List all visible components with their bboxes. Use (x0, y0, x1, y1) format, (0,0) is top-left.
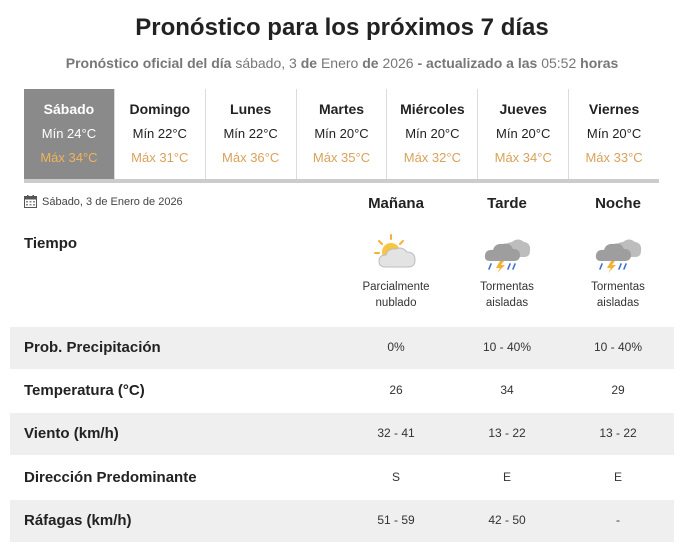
row-temperature: Temperatura (°C) 26 34 29 (10, 370, 674, 412)
day-min-temp: Mín 20°C (405, 126, 460, 141)
day-tab-lunes[interactable]: Lunes Mín 22°C Máx 36°C (206, 89, 297, 179)
day-min-temp: Mín 22°C (132, 126, 187, 141)
weather-desc-line1: Tormentas (480, 281, 534, 293)
row-value-manana: 0% (387, 340, 405, 354)
row-value-noche: 10 - 40% (593, 340, 643, 354)
day-max-temp: Máx 32°C (403, 150, 461, 165)
day-tab-jueves[interactable]: Jueves Mín 20°C Máx 34°C (478, 89, 570, 179)
subtitle-time: 05:52 (541, 55, 577, 71)
day-max-temp: Máx 34°C (40, 150, 98, 165)
row-value-tarde: 13 - 22 (488, 426, 526, 440)
page-title: Pronóstico para los próximos 7 días (135, 14, 549, 41)
thunderstorm-icon (595, 239, 642, 273)
row-precipitation: Prob. Precipitación 0% 10 - 40% 10 - 40% (10, 327, 674, 369)
day-tabs: Sábado Mín 24°C Máx 34°C Domingo Mín 22°… (24, 89, 659, 183)
day-tab-martes[interactable]: Martes Mín 20°C Máx 35°C (297, 89, 388, 179)
day-max-temp: Máx 34°C (494, 150, 552, 165)
weather-desc-line2: aisladas (596, 297, 640, 309)
row-label: Ráfagas (km/h) (24, 512, 132, 529)
subtitle-de2: de (362, 55, 379, 71)
day-min-temp: Mín 20°C (496, 126, 551, 141)
row-label: Viento (km/h) (24, 425, 119, 442)
row-value-manana: S (391, 470, 400, 484)
row-label: Dirección Predominante (24, 469, 197, 486)
day-min-temp: Mín 20°C (586, 126, 642, 141)
day-tab-viernes[interactable]: Viernes Mín 20°C Máx 33°C (569, 89, 659, 179)
day-name: Jueves (499, 101, 547, 117)
row-value-manana: 51 - 59 (377, 513, 415, 527)
selected-date: Sábado, 3 de Enero de 2026 (24, 195, 183, 208)
subtitle-month: Enero (320, 55, 359, 71)
forecast-subtitle: Pronóstico oficial del día sábado, 3 de … (0, 55, 684, 71)
row-value-tarde: E (502, 470, 511, 484)
subtitle-weekday: sábado, 3 (235, 55, 297, 71)
row-gusts: Ráfagas (km/h) 51 - 59 42 - 50 - (10, 500, 674, 542)
row-label: Temperatura (°C) (24, 382, 145, 399)
day-min-temp: Mín 20°C (314, 126, 369, 141)
weather-desc-noche: Tormentas aisladas (563, 279, 673, 311)
row-wind-direction: Dirección Predominante S E E (10, 457, 674, 499)
day-name: Lunes (230, 101, 272, 117)
row-value-manana: 26 (389, 383, 403, 397)
day-name: Miércoles (400, 101, 465, 117)
row-value-tarde: 10 - 40% (482, 340, 532, 354)
weather-desc-line2: nublado (375, 297, 417, 309)
day-tab-domingo[interactable]: Domingo Mín 22°C Máx 31°C (115, 89, 206, 179)
row-value-manana: 32 - 41 (377, 426, 415, 440)
row-value-noche: 29 (611, 383, 625, 397)
subtitle-hours-label: horas (580, 55, 619, 71)
day-name: Viernes (588, 101, 640, 117)
calendar-icon (24, 195, 37, 208)
weather-desc-line1: Parcialmente (362, 281, 430, 293)
subtitle-year: 2026 (382, 55, 414, 71)
row-value-tarde: 34 (500, 383, 514, 397)
row-label: Prob. Precipitación (24, 339, 161, 356)
day-min-temp: Mín 22°C (223, 126, 278, 141)
subtitle-prefix: Pronóstico oficial del día (65, 55, 232, 71)
day-tab-miercoles[interactable]: Miércoles Mín 20°C Máx 32°C (387, 89, 479, 179)
day-max-temp: Máx 35°C (312, 150, 371, 165)
weather-desc-manana: Parcialmente nublado (341, 279, 451, 311)
weather-desc-line2: aisladas (485, 297, 529, 309)
row-value-tarde: 42 - 50 (488, 513, 526, 527)
day-max-temp: Máx 31°C (131, 150, 189, 165)
period-header-noche: Noche (595, 195, 641, 212)
thunderstorm-icon (484, 239, 531, 273)
period-header-tarde: Tarde (487, 195, 527, 212)
subtitle-de1: de (300, 55, 318, 71)
day-max-temp: Máx 36°C (222, 150, 280, 165)
day-max-temp: Máx 33°C (585, 150, 643, 165)
row-wind: Viento (km/h) 32 - 41 13 - 22 13 - 22 (10, 413, 674, 455)
day-tab-sabado[interactable]: Sábado Mín 24°C Máx 34°C (24, 89, 115, 179)
row-value-noche: 13 - 22 (599, 426, 637, 440)
day-name: Martes (318, 101, 365, 117)
row-value-noche: E (613, 470, 622, 484)
tiempo-label: Tiempo (24, 235, 78, 252)
selected-date-text: Sábado, 3 de Enero de 2026 (42, 195, 183, 208)
day-min-temp: Mín 24°C (41, 126, 97, 141)
partly-cloudy-icon (374, 234, 416, 268)
day-name: Sábado (43, 101, 95, 117)
period-header-manana: Mañana (368, 195, 424, 212)
day-name: Domingo (129, 101, 191, 117)
weather-desc-tarde: Tormentas aisladas (452, 279, 562, 311)
weather-desc-line1: Tormentas (591, 281, 645, 293)
subtitle-updated-label: - actualizado a las (417, 55, 538, 71)
row-value-noche: - (616, 513, 620, 527)
